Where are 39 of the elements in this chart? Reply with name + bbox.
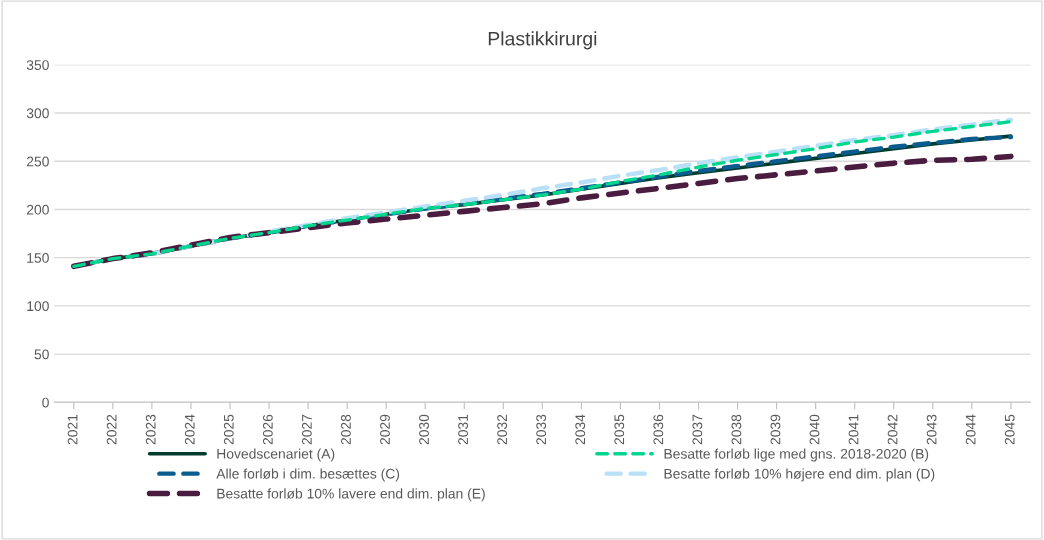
x-tick-label: 2028 — [341, 414, 351, 445]
y-tick-label: 250 — [26, 156, 49, 167]
x-tick-label: 2036 — [653, 414, 664, 445]
y-tick-label: 350 — [26, 60, 49, 70]
x-tick-label: 2026 — [262, 414, 273, 445]
x-tick-label: 2034 — [575, 414, 586, 445]
legend-label: Besatte forløb 10% højere end dim. plan (D) — [664, 468, 935, 482]
x-tick-label: 2039 — [770, 414, 781, 445]
x-tick-label: 2031 — [458, 414, 468, 445]
x-tick-label: 2025 — [223, 414, 234, 445]
legend-label: Besatte forløb lige med gns. 2018-2020 (B) — [664, 448, 929, 462]
legend-label: Alle forløb i dim. besættes (C) — [216, 468, 400, 482]
legend-label: Hovedscenariet (A) — [217, 448, 335, 462]
x-tick-label: 2041 — [848, 414, 859, 445]
x-tick-label: 2023 — [145, 414, 156, 445]
y-tick-label: 100 — [27, 301, 49, 312]
legend-label: Besatte forløb 10% lavere end dim. plan (E) — [217, 488, 485, 502]
x-tick-label: 2033 — [536, 414, 547, 445]
x-tick-label: 2038 — [731, 414, 742, 445]
x-tick-label: 2044 — [965, 414, 976, 445]
x-tick-label: 2022 — [106, 414, 117, 445]
x-tick-label: 2045 — [1004, 414, 1015, 445]
x-tick-label: 2032 — [497, 414, 508, 445]
x-tick-label: 2021 — [67, 414, 78, 445]
y-tick-label: 0 — [42, 397, 49, 408]
x-tick-label: 2024 — [184, 414, 195, 445]
x-tick-label: 2030 — [419, 414, 429, 445]
y-tick-label: 300 — [26, 108, 49, 119]
y-tick-label: 150 — [27, 252, 49, 263]
y-tick-label: 200 — [26, 204, 49, 215]
x-tick-label: 2042 — [887, 414, 898, 445]
x-tick-label: 2029 — [380, 414, 390, 445]
x-tick-label: 2043 — [926, 414, 937, 445]
x-tick-label: 2027 — [301, 414, 312, 445]
x-tick-label: 2035 — [614, 414, 625, 445]
x-tick-label: 2040 — [809, 414, 820, 445]
x-tick-label: 2037 — [692, 414, 703, 445]
chart-title: Plastikkirurgi — [488, 31, 597, 50]
y-tick-label: 50 — [34, 349, 49, 360]
